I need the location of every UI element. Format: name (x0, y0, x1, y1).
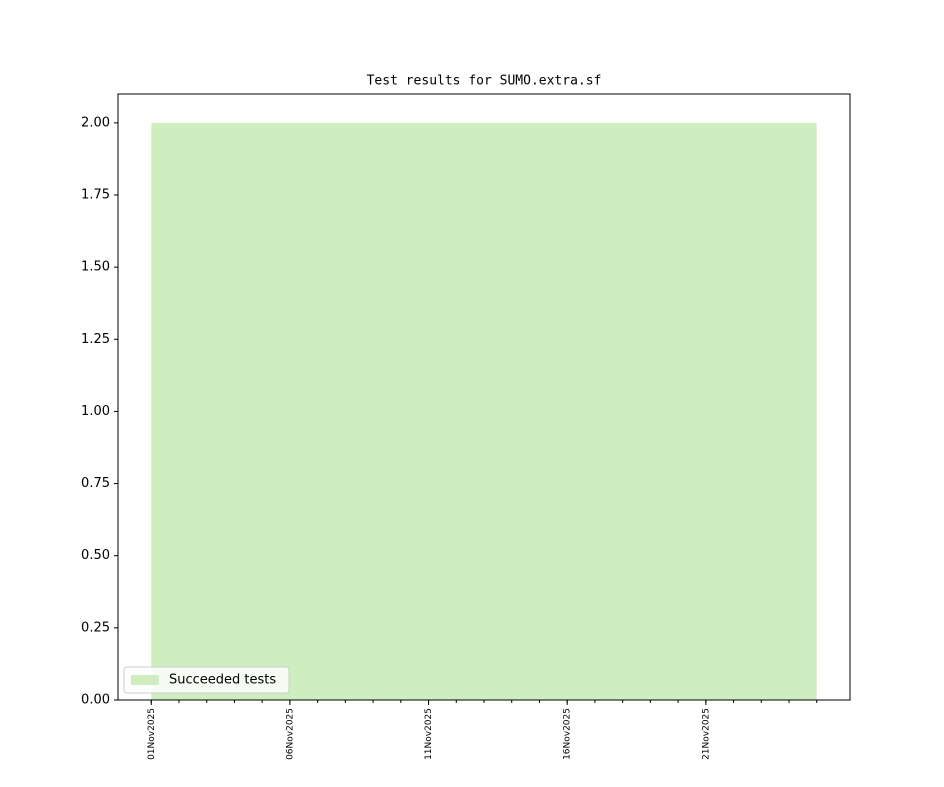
y-tick-label: 0.50 (81, 548, 110, 563)
y-tick-label: 1.50 (81, 260, 110, 275)
y-tick-label: 2.00 (81, 115, 110, 130)
y-tick-label: 0.75 (81, 476, 110, 491)
legend-box (123, 666, 290, 694)
x-tick-label: 06Nov2025 (285, 708, 295, 760)
x-tick-label: 21Nov2025 (701, 708, 711, 760)
y-tick-label: 1.75 (81, 188, 110, 203)
chart-title: Test results for SUMO.extra.sf (367, 74, 602, 89)
legend-swatch (131, 675, 159, 685)
y-tick-label: 1.00 (81, 404, 110, 419)
x-tick-label: 01Nov2025 (147, 708, 157, 760)
y-tick-label: 0.00 (81, 693, 110, 708)
legend-label: Succeeded tests (169, 673, 276, 688)
y-tick-label: 1.25 (81, 332, 110, 347)
x-tick-label: 16Nov2025 (563, 708, 573, 760)
x-tick-label: 11Nov2025 (424, 708, 434, 760)
y-tick-label: 0.25 (81, 620, 110, 635)
area (151, 122, 817, 701)
